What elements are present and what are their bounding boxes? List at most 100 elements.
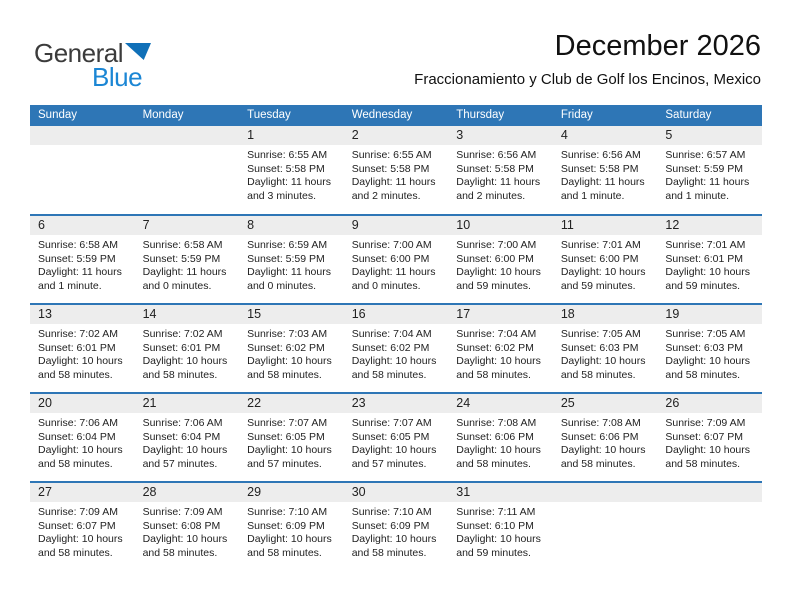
day-number-empty xyxy=(657,483,762,502)
day-cell-10[interactable]: 10 Sunrise: 7:00 AM Sunset: 6:00 PM Dayligh… xyxy=(448,215,553,304)
day-cell-22[interactable]: 22 Sunrise: 7:07 AM Sunset: 6:05 PM Dayligh… xyxy=(239,393,344,482)
sunrise-text: Sunrise: 7:00 AM xyxy=(456,239,537,251)
weekday-header-friday: Friday xyxy=(552,105,658,126)
day-cell-1[interactable]: 1 Sunrise: 6:55 AM Sunset: 5:58 PM Daylight… xyxy=(239,126,344,215)
day-cell-20[interactable]: 20 Sunrise: 7:06 AM Sunset: 6:04 PM Dayligh… xyxy=(30,393,135,482)
day-number: 1 xyxy=(239,126,344,145)
empty-day-cell xyxy=(552,482,658,571)
day-cell-9[interactable]: 9 Sunrise: 7:00 AM Sunset: 6:00 PM Daylight… xyxy=(343,215,449,304)
day-number: 6 xyxy=(30,216,135,235)
day-number-empty xyxy=(30,126,135,145)
empty-day-cell xyxy=(134,126,240,215)
day-cell-14[interactable]: 14 Sunrise: 7:02 AM Sunset: 6:01 PM Dayligh… xyxy=(134,304,240,393)
daylight-text-line1: Daylight: 10 hours xyxy=(247,533,332,545)
week-row-1: 1 Sunrise: 6:55 AM Sunset: 5:58 PM Daylight… xyxy=(30,126,762,215)
empty-day-cell xyxy=(30,126,135,215)
day-cell-15[interactable]: 15 Sunrise: 7:03 AM Sunset: 6:02 PM Dayligh… xyxy=(239,304,344,393)
day-cell-24[interactable]: 24 Sunrise: 7:08 AM Sunset: 6:06 PM Dayligh… xyxy=(448,393,553,482)
sunset-text: Sunset: 6:05 PM xyxy=(247,430,325,443)
sunset-text: Sunset: 6:04 PM xyxy=(142,430,221,443)
daylight-text-line1: Daylight: 10 hours xyxy=(456,266,541,278)
day-number: 3 xyxy=(448,126,553,145)
day-cell-27[interactable]: 27 Sunrise: 7:09 AM Sunset: 6:07 PM Dayligh… xyxy=(30,482,135,571)
sunset-text: Sunset: 6:03 PM xyxy=(665,341,744,354)
day-number: 22 xyxy=(239,394,344,413)
sunrise-text: Sunrise: 7:04 AM xyxy=(351,328,432,340)
day-cell-25[interactable]: 25 Sunrise: 7:08 AM Sunset: 6:06 PM Dayligh… xyxy=(552,393,658,482)
daylight-text-line1: Daylight: 11 hours xyxy=(665,176,750,188)
daylight-text-line1: Daylight: 11 hours xyxy=(560,176,645,188)
sunset-text: Sunset: 5:58 PM xyxy=(247,162,325,175)
day-number: 16 xyxy=(343,305,449,324)
daylight-text-line2: and 58 minutes. xyxy=(456,368,531,381)
day-cell-29[interactable]: 29 Sunrise: 7:10 AM Sunset: 6:09 PM Dayligh… xyxy=(239,482,344,571)
day-number: 10 xyxy=(448,216,553,235)
day-info: Sunrise: 6:58 AM Sunset: 5:59 PM Daylight:… xyxy=(30,235,135,293)
sunrise-text: Sunrise: 7:10 AM xyxy=(247,506,328,518)
daylight-text-line2: and 0 minutes. xyxy=(351,279,421,292)
daylight-text-line2: and 57 minutes. xyxy=(142,457,218,470)
sunset-text: Sunset: 5:59 PM xyxy=(665,162,744,175)
calendar-table: Sunday Monday Tuesday Wednesday Thursday Frid… xyxy=(30,105,762,571)
daylight-text-line1: Daylight: 10 hours xyxy=(351,444,437,456)
day-cell-5[interactable]: 5 Sunrise: 6:57 AM Sunset: 5:59 PM Daylight… xyxy=(657,126,762,215)
day-number: 29 xyxy=(239,483,344,502)
daylight-text-line1: Daylight: 10 hours xyxy=(560,266,646,278)
sunset-text: Sunset: 5:59 PM xyxy=(142,252,221,265)
sunset-text: Sunset: 6:01 PM xyxy=(665,252,744,265)
day-cell-3[interactable]: 3 Sunrise: 6:56 AM Sunset: 5:58 PM Daylight… xyxy=(448,126,553,215)
daylight-text-line1: Daylight: 10 hours xyxy=(38,444,123,456)
sunrise-text: Sunrise: 6:58 AM xyxy=(38,239,118,251)
daylight-text-line2: and 1 minute. xyxy=(38,279,102,292)
day-cell-23[interactable]: 23 Sunrise: 7:07 AM Sunset: 6:05 PM Dayligh… xyxy=(343,393,449,482)
sunrise-text: Sunrise: 6:56 AM xyxy=(560,149,641,161)
daylight-text-line2: and 58 minutes. xyxy=(351,368,427,381)
sunrise-text: Sunrise: 6:55 AM xyxy=(247,149,328,161)
day-number: 27 xyxy=(30,483,135,502)
day-cell-4[interactable]: 4 Sunrise: 6:56 AM Sunset: 5:58 PM Daylight… xyxy=(552,126,658,215)
day-info: Sunrise: 7:07 AM Sunset: 6:05 PM Daylight:… xyxy=(344,413,449,471)
day-number: 12 xyxy=(657,216,762,235)
day-cell-21[interactable]: 21 Sunrise: 7:06 AM Sunset: 6:04 PM Dayligh… xyxy=(134,393,240,482)
day-number: 8 xyxy=(239,216,344,235)
daylight-text-line1: Daylight: 10 hours xyxy=(456,533,541,545)
day-info: Sunrise: 7:09 AM Sunset: 6:07 PM Daylight:… xyxy=(657,413,762,471)
weekday-header-thursday: Thursday xyxy=(448,105,553,126)
day-cell-8[interactable]: 8 Sunrise: 6:59 AM Sunset: 5:59 PM Daylight… xyxy=(239,215,344,304)
daylight-text-line1: Daylight: 10 hours xyxy=(351,533,437,545)
day-info: Sunrise: 7:01 AM Sunset: 6:01 PM Daylight:… xyxy=(657,235,762,293)
day-cell-31[interactable]: 31 Sunrise: 7:11 AM Sunset: 6:10 PM Dayligh… xyxy=(448,482,553,571)
daylight-text-line1: Daylight: 10 hours xyxy=(142,355,228,367)
empty-day-cell xyxy=(657,482,762,571)
daylight-text-line2: and 58 minutes. xyxy=(38,368,113,381)
day-cell-6[interactable]: 6 Sunrise: 6:58 AM Sunset: 5:59 PM Daylight… xyxy=(30,215,135,304)
daylight-text-line2: and 59 minutes. xyxy=(456,279,531,292)
sunset-text: Sunset: 6:00 PM xyxy=(456,252,534,265)
day-info: Sunrise: 7:05 AM Sunset: 6:03 PM Daylight:… xyxy=(553,324,658,382)
daylight-text-line1: Daylight: 10 hours xyxy=(38,533,123,545)
day-cell-2[interactable]: 2 Sunrise: 6:55 AM Sunset: 5:58 PM Daylight… xyxy=(343,126,449,215)
general-blue-logo: General Blue xyxy=(34,40,151,90)
sunset-text: Sunset: 6:00 PM xyxy=(560,252,639,265)
day-cell-18[interactable]: 18 Sunrise: 7:05 AM Sunset: 6:03 PM Dayligh… xyxy=(552,304,658,393)
day-cell-12[interactable]: 12 Sunrise: 7:01 AM Sunset: 6:01 PM Dayligh… xyxy=(657,215,762,304)
day-cell-28[interactable]: 28 Sunrise: 7:09 AM Sunset: 6:08 PM Dayligh… xyxy=(134,482,240,571)
day-info: Sunrise: 7:10 AM Sunset: 6:09 PM Daylight:… xyxy=(344,502,449,560)
day-cell-30[interactable]: 30 Sunrise: 7:10 AM Sunset: 6:09 PM Dayligh… xyxy=(343,482,449,571)
day-cell-11[interactable]: 11 Sunrise: 7:01 AM Sunset: 6:00 PM Dayligh… xyxy=(552,215,658,304)
day-cell-19[interactable]: 19 Sunrise: 7:05 AM Sunset: 6:03 PM Dayligh… xyxy=(657,304,762,393)
day-info: Sunrise: 6:56 AM Sunset: 5:58 PM Daylight:… xyxy=(553,145,658,203)
day-cell-16[interactable]: 16 Sunrise: 7:04 AM Sunset: 6:02 PM Dayligh… xyxy=(343,304,449,393)
daylight-text-line1: Daylight: 10 hours xyxy=(456,444,541,456)
day-cell-26[interactable]: 26 Sunrise: 7:09 AM Sunset: 6:07 PM Dayligh… xyxy=(657,393,762,482)
day-number-empty xyxy=(552,483,658,502)
day-info: Sunrise: 6:55 AM Sunset: 5:58 PM Daylight:… xyxy=(239,145,344,203)
daylight-text-line2: and 57 minutes. xyxy=(351,457,427,470)
day-info: Sunrise: 7:07 AM Sunset: 6:05 PM Daylight:… xyxy=(239,413,344,471)
day-cell-13[interactable]: 13 Sunrise: 7:02 AM Sunset: 6:01 PM Dayligh… xyxy=(30,304,135,393)
day-number: 5 xyxy=(657,126,762,145)
sunrise-text: Sunrise: 7:02 AM xyxy=(38,328,118,340)
day-number: 17 xyxy=(448,305,553,324)
day-cell-7[interactable]: 7 Sunrise: 6:58 AM Sunset: 5:59 PM Daylight… xyxy=(134,215,240,304)
day-cell-17[interactable]: 17 Sunrise: 7:04 AM Sunset: 6:02 PM Dayligh… xyxy=(448,304,553,393)
